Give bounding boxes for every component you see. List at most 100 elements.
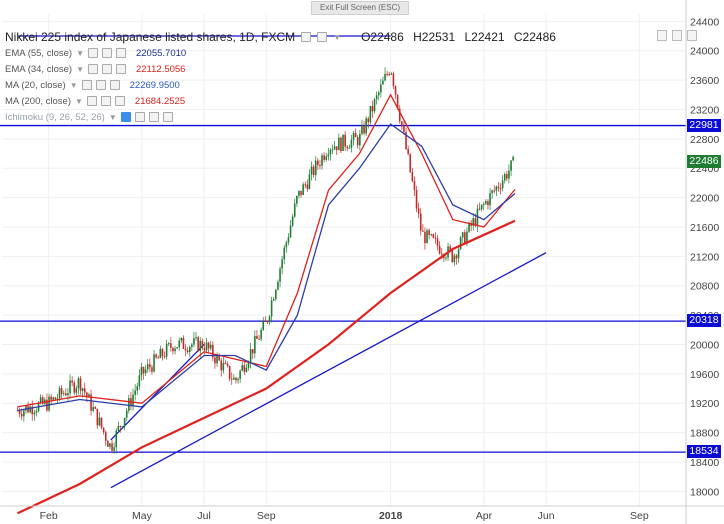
candle-body	[258, 338, 260, 340]
candle-body	[436, 238, 439, 246]
settings-icon[interactable]	[101, 64, 112, 74]
candle-body	[501, 180, 504, 189]
candle-body	[445, 257, 447, 259]
candle-body	[468, 222, 470, 232]
candle-body	[472, 218, 475, 226]
y-tick-label: 23600	[690, 75, 719, 87]
settings-icon[interactable]	[100, 96, 111, 106]
exit-fullscreen-button[interactable]: Exit Full Screen (ESC)	[311, 1, 409, 15]
eye-icon[interactable]	[87, 48, 98, 58]
eye-icon[interactable]	[301, 32, 312, 42]
candle-body	[170, 343, 172, 348]
candle-body	[451, 250, 454, 263]
candle-body	[224, 363, 227, 365]
legend-row-ema55[interactable]: EMA (55, close) ▼ 22055.7010	[5, 47, 187, 59]
chevron-down-icon[interactable]: ▼	[108, 112, 117, 122]
candle-body	[487, 201, 489, 206]
candle-body	[382, 80, 384, 85]
legend-row-ema34[interactable]: EMA (34, close) ▼ 22112.5056	[5, 63, 186, 75]
candle-body	[455, 255, 458, 259]
eye-icon[interactable]	[86, 96, 97, 106]
close-icon[interactable]	[148, 112, 159, 122]
candle-body	[466, 231, 468, 244]
eye-icon[interactable]	[87, 64, 98, 74]
candle-body	[424, 231, 426, 244]
more-icon[interactable]	[162, 112, 173, 122]
candle-body	[41, 397, 44, 404]
y-tick-label: 23200	[690, 104, 719, 116]
chevron-down-icon[interactable]: ▼	[76, 64, 84, 74]
close-icon[interactable]	[114, 96, 125, 106]
candle-body	[180, 337, 183, 341]
candle-body	[52, 397, 55, 400]
candle-body	[260, 329, 262, 340]
settings-icon[interactable]	[95, 80, 106, 90]
candle-body	[275, 289, 277, 300]
candle-body	[356, 137, 359, 146]
candle-body	[438, 245, 441, 254]
price-tag: 22486	[687, 154, 721, 168]
candle-body	[153, 354, 155, 372]
y-tick-label: 24400	[690, 16, 719, 28]
candle-body	[422, 230, 424, 232]
candle-body	[23, 410, 25, 417]
candle-body	[493, 190, 496, 192]
close-icon[interactable]	[109, 80, 120, 90]
maximize-icon[interactable]	[657, 30, 667, 41]
eye-off-icon[interactable]	[120, 112, 131, 122]
legend-row-ma200[interactable]: MA (200, close) ▼ 21684.2525	[5, 95, 186, 107]
candle-body	[218, 355, 220, 361]
x-tick-label: Sep	[257, 510, 276, 522]
candle-body	[138, 375, 141, 387]
candle-body	[136, 386, 139, 391]
chevron-down-icon[interactable]: ▼	[69, 80, 78, 90]
settings-icon[interactable]	[101, 48, 112, 58]
candle-body	[230, 378, 233, 380]
candle-body	[321, 155, 323, 166]
candle-body	[371, 106, 374, 112]
settings-icon[interactable]	[134, 112, 145, 122]
candle-body	[396, 94, 399, 109]
y-tick-label: 22000	[690, 193, 719, 205]
x-axis: Feb May Jul Sep 2018 Apr Jun Sep	[0, 505, 724, 522]
candle-body	[417, 208, 420, 214]
chevron-down-icon[interactable]: ▼	[75, 96, 83, 106]
candle-body	[161, 348, 164, 357]
open-value: O22486	[361, 30, 404, 44]
candle-body	[142, 367, 145, 374]
candle-body	[361, 125, 363, 134]
high-value: H22531	[413, 30, 456, 44]
legend-row-ma20[interactable]: MA (20, close) ▼ 22269.9500	[5, 79, 180, 91]
chevron-down-icon[interactable]: ▼	[333, 32, 342, 42]
candle-body	[268, 316, 271, 322]
candle-body	[449, 246, 451, 251]
candle-body	[503, 174, 506, 181]
candle-body	[352, 132, 355, 140]
candle-body	[214, 357, 216, 364]
candle-body	[270, 300, 273, 317]
candle-body	[245, 367, 248, 372]
settings-icon[interactable]	[317, 32, 328, 42]
eye-icon[interactable]	[81, 80, 92, 90]
candle-body	[96, 408, 99, 426]
candle-body	[100, 417, 103, 428]
candle-body	[155, 354, 157, 358]
close-value: C22486	[513, 30, 556, 44]
close-icon[interactable]	[115, 48, 126, 58]
candle-body	[39, 397, 42, 403]
candle-body	[333, 146, 336, 150]
candle-body	[289, 225, 292, 238]
candle-body	[373, 99, 376, 112]
candle-body	[241, 365, 244, 371]
chevron-down-icon[interactable]: ▼	[76, 48, 84, 58]
close-icon[interactable]	[115, 64, 126, 74]
legend-row-ichimoku[interactable]: Ichimoku (9, 26, 52, 26) ▼	[5, 109, 562, 125]
y-tick-label: 19600	[690, 369, 719, 381]
candle-body	[464, 232, 466, 244]
candle-body	[369, 106, 372, 123]
x-tick-label: Jun	[538, 510, 555, 522]
close-pane-icon[interactable]	[687, 30, 697, 41]
candle-body	[151, 367, 153, 372]
minimize-icon[interactable]	[672, 30, 682, 41]
